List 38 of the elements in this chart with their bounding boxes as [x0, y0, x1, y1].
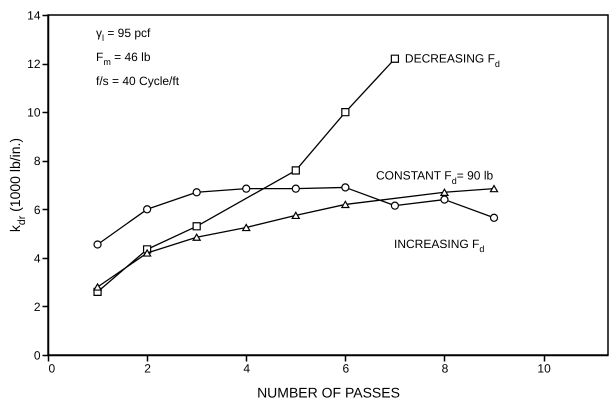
point: [242, 184, 250, 193]
point: [242, 224, 250, 232]
x-tick-label: 10: [537, 362, 552, 376]
point: [292, 184, 300, 193]
y-tick-label: 14: [27, 8, 41, 22]
x-tick-label: 2: [144, 362, 152, 376]
point: [440, 188, 449, 196]
y-tick-label: 8: [34, 154, 41, 168]
y-tick-label: 12: [27, 57, 41, 72]
x-tick-label: 0: [48, 362, 56, 376]
point: [341, 183, 350, 192]
x-tick-label: 8: [442, 362, 449, 376]
y-tick-label: 0: [34, 348, 41, 362]
point: [142, 249, 152, 257]
point: [490, 184, 498, 192]
annotation: f/s = 40 Cycle/ft: [96, 74, 180, 88]
point: [341, 200, 350, 208]
x-tick-label: 4: [243, 362, 250, 376]
y-tick-label: 2: [34, 300, 41, 314]
point: [192, 222, 201, 230]
point: [142, 205, 152, 214]
point: [192, 234, 201, 241]
point: [440, 195, 449, 204]
point: [93, 283, 102, 291]
y-tick-label: 10: [27, 106, 41, 120]
point: [292, 212, 300, 220]
x-axis-title: NUMBER OF PASSES: [257, 384, 400, 400]
point: [292, 166, 300, 175]
y-tick-label: 6: [34, 202, 41, 217]
point: [93, 240, 102, 249]
x-tick-label: 6: [342, 362, 350, 376]
point: [390, 202, 400, 210]
point: [192, 188, 201, 196]
point: [390, 54, 400, 63]
point: [490, 214, 498, 222]
point: [341, 108, 350, 116]
y-tick-label: 4: [34, 251, 41, 266]
y-axis-title: kdr (1000 lb/in.): [7, 138, 28, 232]
